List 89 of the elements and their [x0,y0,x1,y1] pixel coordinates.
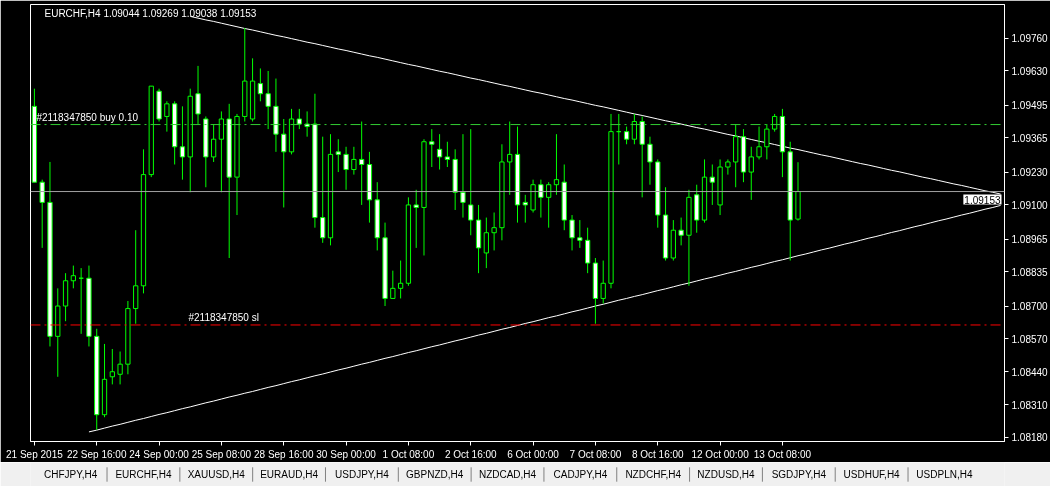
y-tick-label: 1.08835 [1011,266,1049,278]
candlestick [748,146,754,201]
x-tick-label: 25 Sep 08:00 [191,448,252,460]
y-tick-label: 1.08310 [1011,399,1049,411]
candlestick [429,128,435,168]
candlestick [296,108,302,130]
candlestick [436,133,443,171]
text: USDPLN,H4 [916,469,973,480]
y-tick-label: 1.09495 [1011,100,1049,112]
candlestick [179,105,186,181]
candlestick [109,348,115,385]
y-tick-label: 1.09630 [1011,65,1049,77]
candlestick [195,65,201,125]
candlestick [553,133,560,196]
y-tick-label: 1.08180 [1011,432,1049,444]
candlestick [507,121,513,196]
candlestick [468,128,474,236]
candlestick [577,219,583,249]
chart-title: EURCHF,H4 1.09044 1.09269 1.09038 1.09153 [44,7,257,19]
candlestick [351,146,357,176]
y-tick-label: 1.09230 [1011,167,1049,179]
candlestick [483,217,489,269]
x-tick-label: 6 Oct 00:00 [507,448,560,460]
candlestick [117,351,123,385]
x-tick-label: 30 Sep 00:00 [316,448,377,460]
candlestick [631,113,638,145]
y-tick-label: 1.09365 [1011,132,1049,144]
x-tick-label: 1 Oct 08:00 [382,448,435,460]
candlestick [70,265,76,289]
y-tick-label: 1.09100 [1011,199,1049,211]
candlestick [343,146,349,191]
x-tick-label: 22 Sep 16:00 [66,448,127,460]
candlestick [538,179,544,219]
text: USDJPY,H4 [335,469,390,480]
x-tick-label: 28 Sep 16:00 [253,448,314,460]
candlestick [265,70,271,130]
x-tick-label: 13 Oct 08:00 [753,448,812,460]
candlestick [281,118,287,208]
text: NZDUSD,H4 [697,469,756,480]
text: SGDJPY,H4 [771,469,827,480]
x-tick-label: 8 Oct 16:00 [631,448,685,460]
text: GBPNZD,H4 [406,469,464,480]
candlestick [522,194,528,224]
y-tick-label: 1.08700 [1011,301,1049,313]
candlestick [569,214,575,251]
text: CADJPY,H4 [553,469,608,480]
candlestick [600,260,606,304]
text: EURCHF,H4 [115,469,172,480]
candlestick [210,123,217,163]
x-tick-label: 2 Oct 16:00 [444,448,498,460]
candlestick [218,110,225,193]
text: NZDCHF,H4 [625,469,682,480]
candlestick [320,136,326,244]
ref-line-label: #2118347850 sl [188,311,259,323]
candlestick [397,260,404,299]
candlestick [725,158,731,176]
candlestick [359,121,365,206]
text: NZDCAD,H4 [478,469,537,480]
text: XAUUSD,H4 [187,469,246,480]
candlestick [584,227,591,274]
candlestick [709,163,715,206]
candlestick [764,123,770,160]
candlestick [491,212,497,251]
candlestick [413,189,419,249]
text: CHFJPY,H4 [44,469,98,480]
y-tick-label: 1.08570 [1011,333,1049,345]
candlestick [678,217,684,246]
candlestick [304,110,310,138]
text: EURAUD,H4 [260,469,319,480]
candlestick [257,67,264,102]
candlestick [460,133,466,219]
y-tick-label: 1.08440 [1011,366,1049,378]
candlestick [756,126,762,160]
y-tick-label: 1.08965 [1011,234,1049,246]
text: USDHUF,H4 [843,469,901,480]
candlestick [39,179,45,249]
candlestick [647,136,653,186]
x-tick-label: 7 Oct 08:00 [569,448,622,460]
candlestick [546,181,552,229]
x-tick-label: 24 Sep 00:00 [129,448,190,460]
y-tick-label: 1.09760 [1011,33,1049,45]
x-tick-label: 21 Sep 2015 [6,448,64,460]
ref-line-label: 1.09153 [964,194,1001,206]
candlestick [335,138,341,173]
candlestick [133,229,139,325]
candlestick [390,270,396,299]
candlestick [444,141,451,168]
x-tick-label: 12 Oct 00:00 [691,448,750,460]
candlestick [164,100,170,133]
